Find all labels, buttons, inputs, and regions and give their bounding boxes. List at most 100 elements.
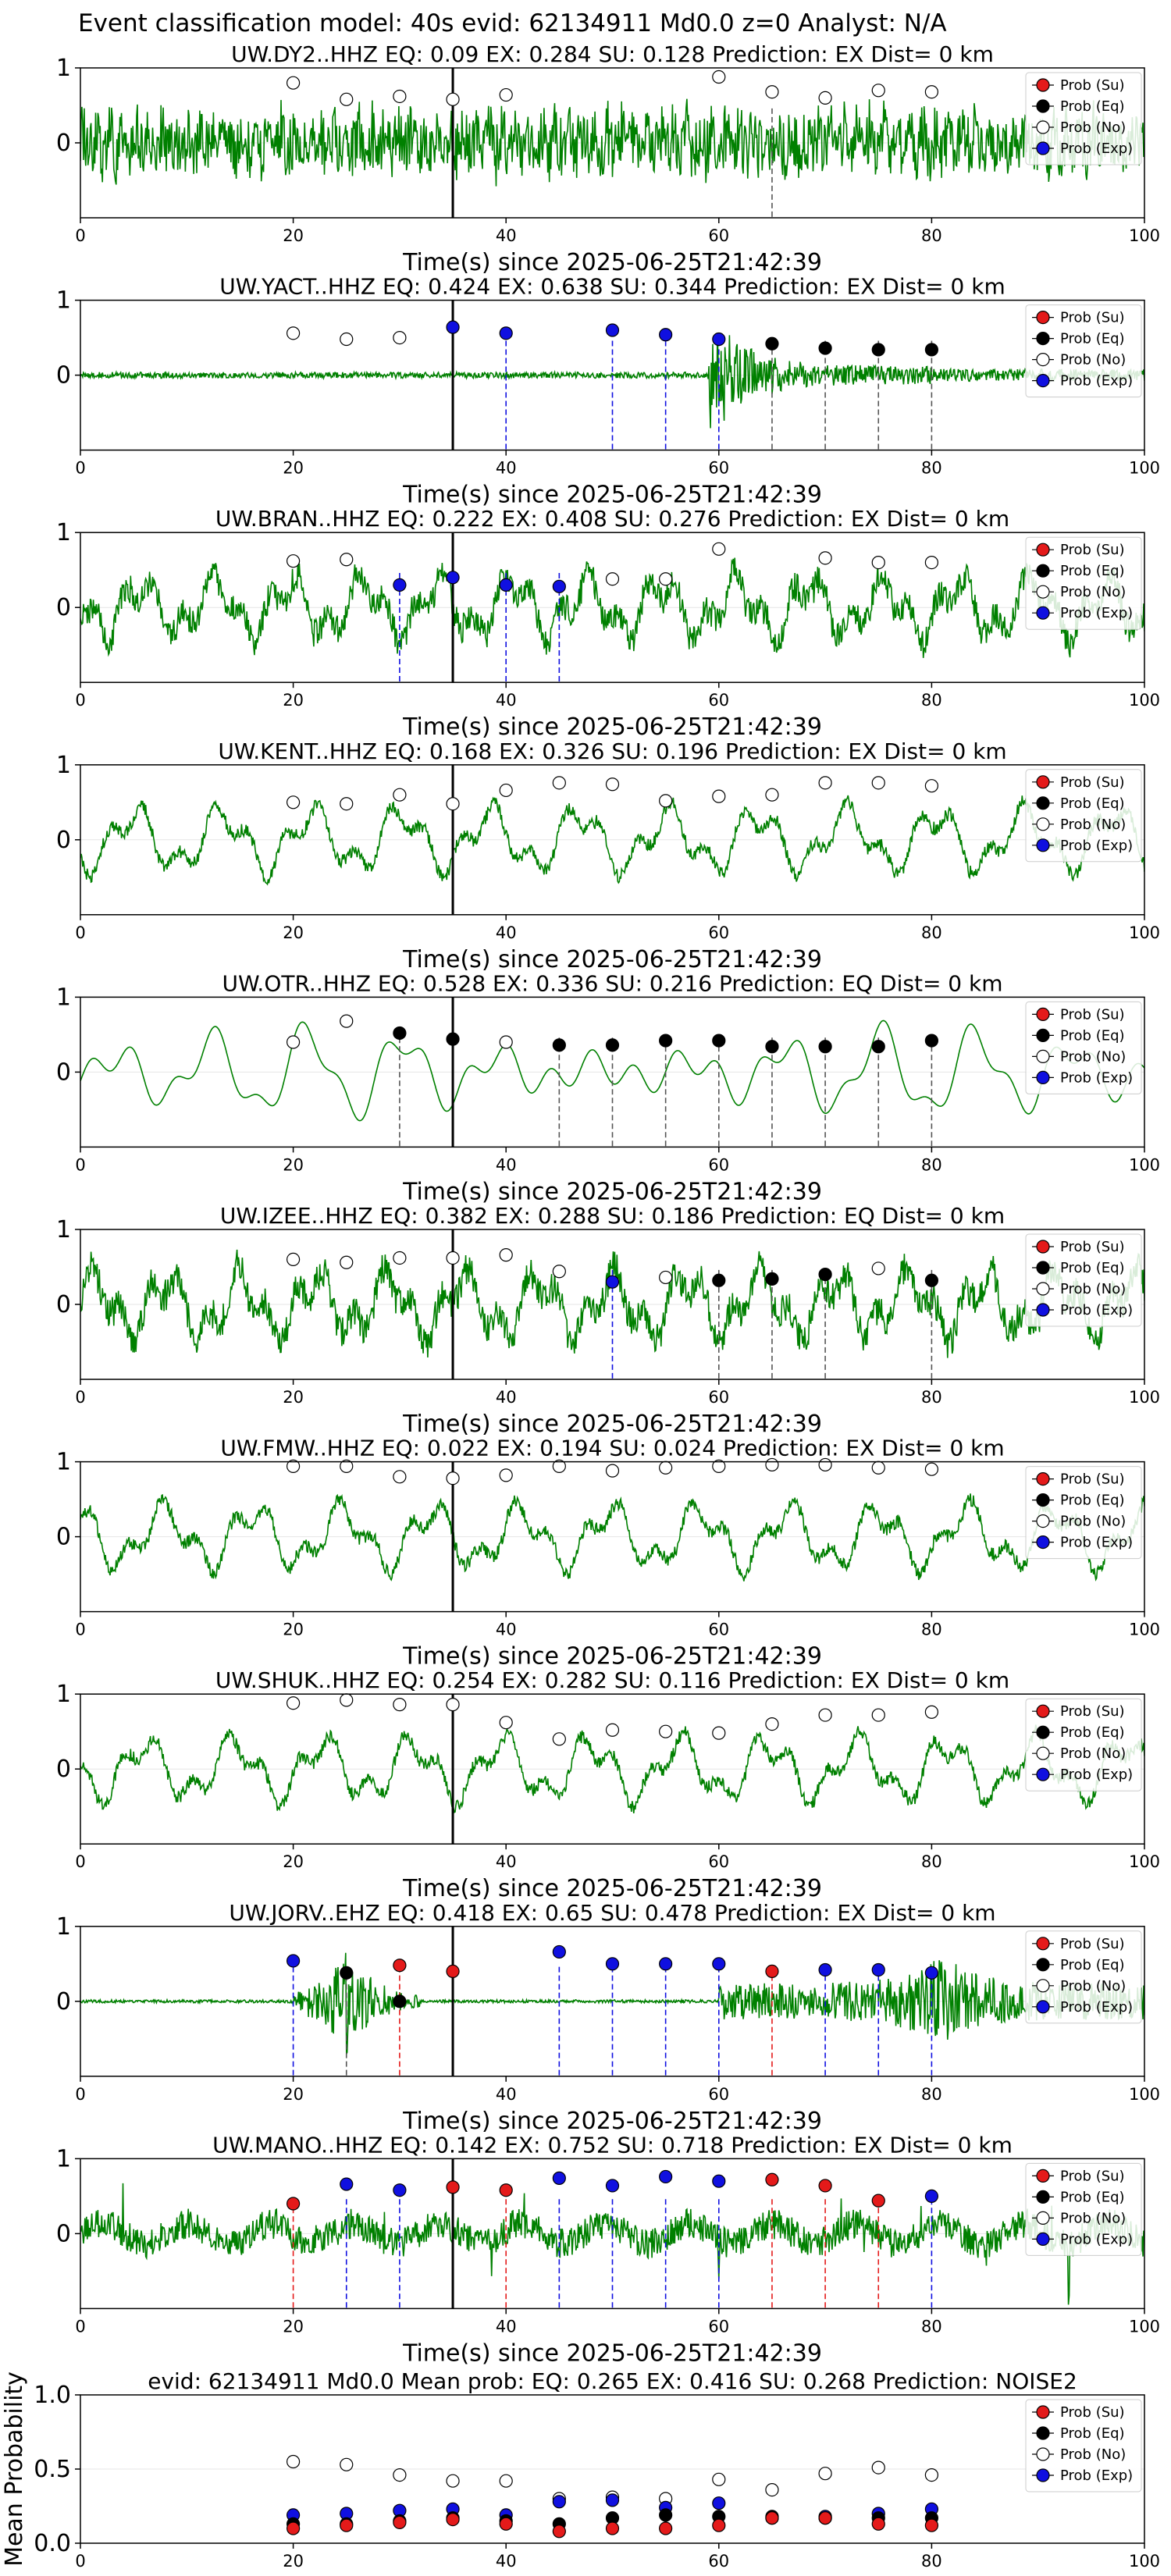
x-axis-label: Time(s) since 2025-06-25T21:42:39 (402, 1643, 822, 1670)
legend-label: Prob (Eq) (1060, 98, 1125, 115)
station-panel: UW.IZEE..HHZ EQ: 0.382 EX: 0.288 SU: 0.1… (56, 1203, 1160, 1438)
probability-point (287, 795, 301, 809)
probability-point (871, 776, 885, 790)
legend-box (1025, 1001, 1142, 1094)
mean-point (659, 2521, 673, 2535)
x-axis-label: Time(s) since 2025-06-25T21:42:39 (402, 1875, 822, 1902)
probability-point (712, 1273, 726, 1287)
probability-point (287, 326, 301, 340)
y-tick-label: 0.5 (34, 2456, 71, 2483)
probability-point (393, 1698, 407, 1712)
panel-title: evid: 62134911 Md0.0 Mean prob: EQ: 0.26… (148, 2368, 1077, 2394)
probability-point (659, 1034, 673, 1048)
legend-label: Prob (Exp) (1060, 838, 1133, 854)
x-tick-label: 0 (75, 923, 85, 942)
probability-point (765, 336, 779, 350)
legend-label: Prob (Exp) (1060, 1999, 1133, 2016)
x-tick-label: 0 (75, 2552, 85, 2571)
probability-point (340, 1459, 354, 1473)
legend-label: Prob (No) (1060, 817, 1126, 833)
y-axis-label: Mean Probability (1, 2371, 28, 2567)
probability-point (924, 1034, 939, 1048)
x-tick-label: 20 (283, 1621, 304, 1639)
legend-label: Prob (Su) (1060, 1239, 1125, 1255)
station-panel: UW.BRAN..HHZ EQ: 0.222 EX: 0.408 SU: 0.2… (56, 506, 1160, 741)
figure-suptitle: Event classification model: 40s evid: 62… (78, 9, 947, 37)
probability-point (605, 777, 620, 792)
probability-point (659, 794, 673, 808)
legend-label: Prob (Su) (1060, 1936, 1125, 1952)
probability-point (924, 779, 939, 793)
x-tick-label: 100 (1129, 1388, 1160, 1407)
x-axis-label: Time(s) since 2025-06-25T21:42:39 (402, 713, 822, 741)
y-tick-label: 0 (56, 1059, 71, 1086)
x-tick-label: 80 (921, 1621, 942, 1639)
x-tick-label: 40 (496, 459, 517, 478)
panel-title: UW.DY2..HHZ EQ: 0.09 EX: 0.284 SU: 0.128… (231, 41, 994, 67)
legend-label: Prob (Eq) (1060, 331, 1125, 347)
x-axis-label: Time(s) since 2025-06-25T21:42:39 (402, 1411, 822, 1438)
panel-title: UW.KENT..HHZ EQ: 0.168 EX: 0.326 SU: 0.1… (218, 738, 1006, 764)
probability-point (712, 1957, 726, 1971)
x-tick-label: 0 (75, 2317, 85, 2336)
mean-point (818, 2511, 832, 2525)
probability-point (340, 1693, 354, 1707)
mean-point (712, 2518, 726, 2532)
legend-marker (1036, 2169, 1050, 2183)
legend-marker (1036, 1958, 1050, 1972)
waveform-trace (80, 1019, 1144, 1122)
x-tick-label: 20 (283, 226, 304, 245)
x-tick-label: 20 (283, 459, 304, 478)
probability-point (818, 551, 832, 565)
legend-marker (1036, 1725, 1050, 1739)
y-tick-label: 0 (56, 594, 71, 621)
probability-point (552, 2171, 566, 2185)
probability-point (818, 1267, 832, 1282)
x-tick-label: 80 (921, 2317, 942, 2336)
x-tick-label: 20 (283, 923, 304, 942)
mean-point (924, 2518, 939, 2532)
mean-point (552, 2495, 566, 2509)
mean-point (605, 2493, 620, 2507)
x-tick-label: 60 (708, 1621, 729, 1639)
legend-label: Prob (No) (1060, 2446, 1126, 2463)
x-tick-label: 0 (75, 459, 85, 478)
mean-point (712, 2496, 726, 2510)
mean-point (287, 2454, 301, 2469)
x-tick-label: 100 (1129, 2317, 1160, 2336)
probability-point (871, 1461, 885, 1475)
legend-marker (1036, 2426, 1050, 2440)
probability-point (393, 788, 407, 802)
panel-title: UW.SHUK..HHZ EQ: 0.254 EX: 0.282 SU: 0.1… (215, 1667, 1009, 1693)
waveform-trace (80, 795, 1144, 886)
legend-label: Prob (No) (1060, 352, 1126, 368)
panel-frame (80, 532, 1145, 683)
legend-label: Prob (Su) (1060, 1471, 1125, 1488)
probability-point (765, 1457, 779, 1472)
station-panel: UW.MANO..HHZ EQ: 0.142 EX: 0.752 SU: 0.7… (56, 2132, 1160, 2367)
legend-box (1025, 1233, 1142, 1327)
probability-point (924, 1462, 939, 1476)
legend-label: Prob (Su) (1060, 77, 1125, 94)
x-tick-label: 100 (1129, 2552, 1160, 2571)
legend-label: Prob (Eq) (1060, 2189, 1125, 2205)
station-panel: UW.FMW..HHZ EQ: 0.022 EX: 0.194 SU: 0.02… (56, 1436, 1160, 1670)
x-tick-label: 60 (708, 2552, 729, 2571)
probability-point (924, 85, 939, 99)
probability-point (818, 2179, 832, 2193)
x-axis-label: Time(s) since 2025-06-25T21:42:39 (402, 249, 822, 276)
probability-point (446, 92, 460, 106)
y-tick-label: 1 (56, 1216, 71, 1244)
legend-label: Prob (Eq) (1060, 2425, 1125, 2442)
mean-point (446, 2513, 460, 2527)
probability-point (818, 91, 832, 105)
x-tick-label: 100 (1129, 691, 1160, 710)
legend-label: Prob (Exp) (1060, 373, 1133, 390)
probability-point (871, 555, 885, 570)
legend-label: Prob (Eq) (1060, 1957, 1125, 1973)
waveform-trace (80, 1493, 1144, 1582)
panel-frame (80, 2394, 1145, 2544)
probability-point (871, 84, 885, 98)
station-panels: UW.DY2..HHZ EQ: 0.09 EX: 0.284 SU: 0.128… (1, 41, 1160, 2571)
probability-point (287, 554, 301, 568)
